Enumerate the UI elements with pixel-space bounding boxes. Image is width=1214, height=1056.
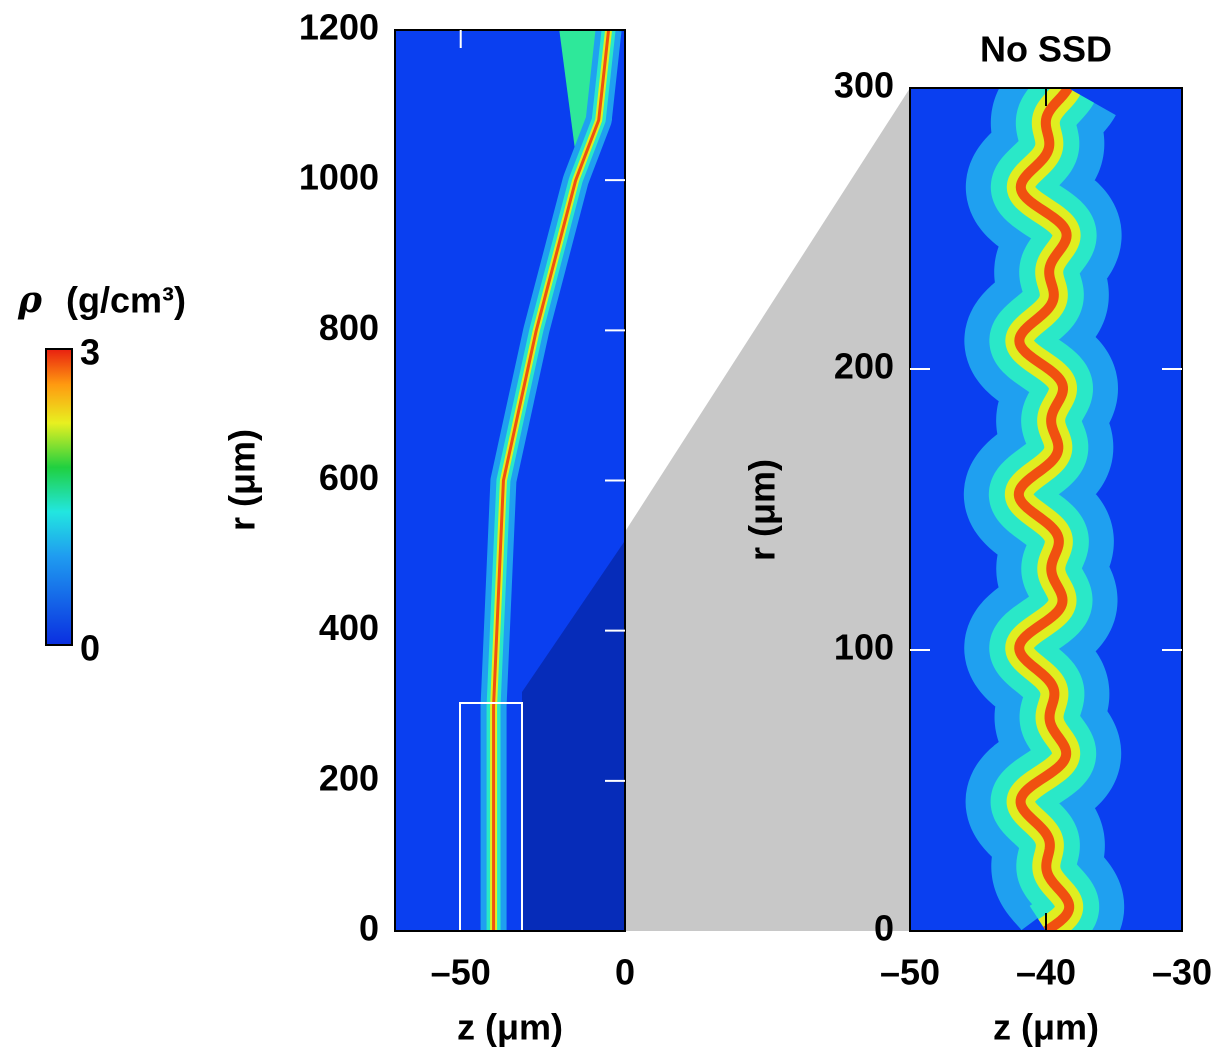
- y-tick-label: 800: [319, 307, 379, 348]
- y-tick-label: 600: [319, 457, 379, 498]
- y-tick-label: 300: [834, 65, 894, 106]
- x-tick-label: –50: [880, 952, 940, 993]
- heatmap: [910, 88, 1182, 931]
- y-axis-label: r (μm): [742, 459, 783, 561]
- y-tick-label: 100: [834, 627, 894, 668]
- colorbar: [45, 348, 73, 646]
- y-tick-label: 1200: [299, 7, 379, 48]
- y-tick-label: 200: [319, 757, 379, 798]
- y-tick-label: 400: [319, 607, 379, 648]
- x-tick-label: 0: [615, 952, 635, 993]
- y-tick-label: 0: [359, 908, 379, 949]
- x-tick-label: –40: [1016, 952, 1076, 993]
- x-tick-label: –50: [431, 952, 491, 993]
- density-front: [1013, 88, 1075, 931]
- colorbar-tick-label: 3: [80, 332, 100, 373]
- y-tick-label: 0: [874, 908, 894, 949]
- y-axis-label: r (μm): [222, 429, 263, 531]
- heatmap: [395, 30, 625, 931]
- x-tick-label: –30: [1152, 952, 1212, 993]
- chart-title: No SSD: [980, 29, 1112, 70]
- zoom-shade: [522, 540, 625, 931]
- colorbar-tick-label: 0: [80, 628, 100, 669]
- x-axis-label: z (μm): [993, 1007, 1099, 1048]
- colorbar-unit: (g/cm³): [66, 280, 186, 321]
- y-tick-label: 1000: [299, 157, 379, 198]
- colorbar-symbol: ρ: [17, 279, 43, 321]
- y-tick-label: 200: [834, 346, 894, 387]
- density-front: [492, 30, 611, 931]
- x-axis-label: z (μm): [457, 1007, 563, 1048]
